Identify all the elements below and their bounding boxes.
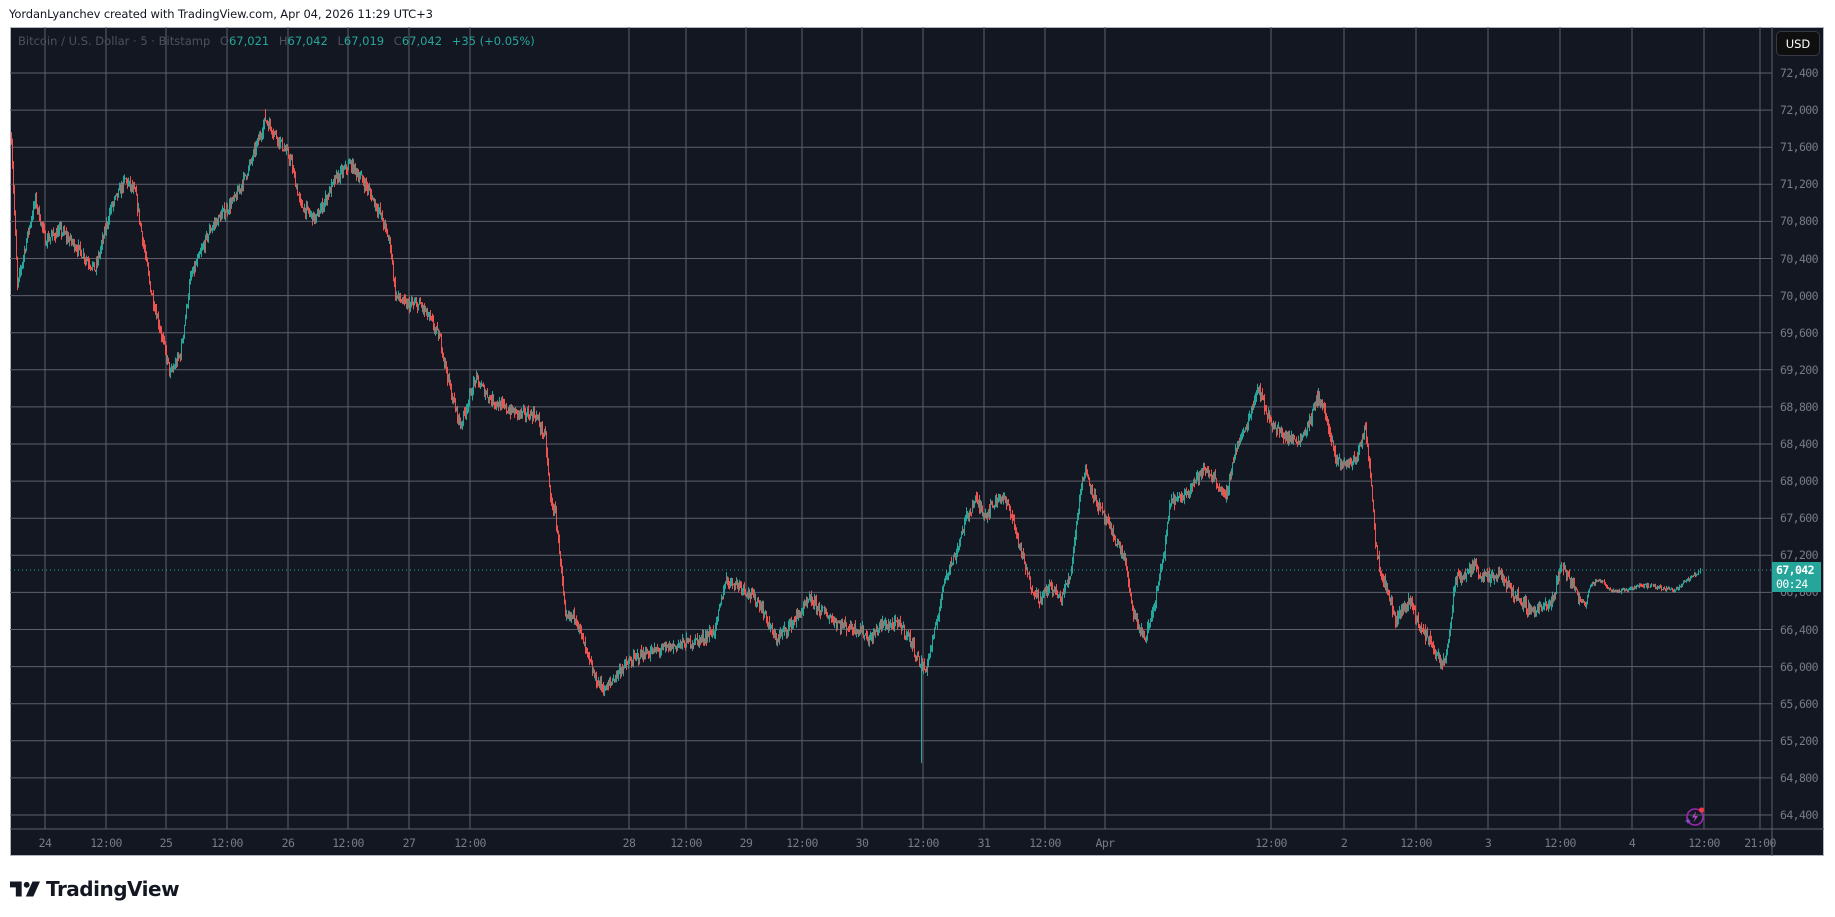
currency-button[interactable]: USD (1776, 31, 1820, 56)
chart-grid (10, 27, 1772, 829)
high-label: H (278, 34, 288, 48)
time-tick-label: 12:00 (211, 836, 243, 850)
price-tick-label: 66,000 (1780, 659, 1819, 674)
candles (11, 109, 1701, 764)
price-tick-label: 70,800 (1780, 214, 1819, 229)
price-tick-label: 69,200 (1780, 362, 1819, 377)
price-tick-label: 68,000 (1780, 474, 1819, 489)
time-tick-label: 12:00 (90, 836, 122, 850)
price-tick-label: 68,400 (1780, 437, 1819, 451)
change-value: +35 (+0.05%) (451, 34, 535, 48)
time-tick-label: 28 (622, 836, 636, 850)
last-price-label: 67,042 00:24 (1772, 562, 1821, 592)
time-tick-label: 21:00 (1744, 836, 1776, 850)
high-value: 67,042 (287, 34, 328, 48)
price-tick-label: 72,400 (1780, 66, 1819, 80)
time-tick-label: 4 (1628, 836, 1636, 850)
bar-countdown: 00:24 (1776, 577, 1808, 591)
price-tick-label: 70,000 (1780, 288, 1819, 303)
time-tick-label: 25 (159, 836, 173, 850)
price-tick-label: 67,600 (1780, 511, 1819, 526)
time-tick-label: 12:00 (1544, 836, 1576, 850)
time-tick-label: 12:00 (907, 836, 939, 850)
tradingview-logo[interactable]: TradingView (10, 877, 180, 901)
time-tick-label: 29 (739, 836, 753, 850)
time-tick-label: 31 (977, 836, 991, 850)
time-tick-label: 12:00 (670, 836, 702, 850)
tradingview-logo-icon (10, 881, 40, 897)
time-tick-label: 3 (1484, 836, 1492, 850)
symbol-legend[interactable]: Bitcoin / U.S. Dollar · 5 · Bitstamp O67… (18, 34, 535, 48)
time-tick-label: 24 (38, 836, 52, 850)
time-tick-label: 2 (1340, 836, 1348, 850)
price-tick-label: 71,200 (1780, 177, 1819, 192)
price-tick-label: 65,600 (1780, 696, 1819, 711)
time-tick-label: 12:00 (786, 836, 818, 850)
price-tick-label: 68,800 (1780, 399, 1819, 414)
price-tick-label: 64,400 (1780, 808, 1819, 822)
price-tick-label: 67,200 (1780, 548, 1819, 563)
price-tick-label: 65,200 (1780, 733, 1819, 748)
price-tick-label: 64,800 (1780, 770, 1819, 785)
price-tick-label: 72,000 (1780, 103, 1819, 118)
close-value: 67,042 (401, 34, 443, 48)
time-tick-label: 12:00 (1688, 836, 1720, 850)
open-label: O (219, 34, 229, 48)
time-tick-label: 30 (855, 836, 869, 850)
price-tick-label: 71,600 (1780, 140, 1819, 155)
symbol-name: Bitcoin / U.S. Dollar · 5 · Bitstamp (18, 34, 211, 48)
lightning-alert-icon[interactable] (1682, 804, 1706, 828)
price-tick-label: 69,600 (1780, 325, 1819, 340)
time-tick-label: 12:00 (332, 836, 364, 850)
chart-panel[interactable] (10, 27, 1824, 856)
time-tick-label: 12:00 (1400, 836, 1432, 850)
time-tick-label: 12:00 (1255, 836, 1287, 850)
close-label: C (393, 34, 402, 48)
logo-text: TradingView (46, 877, 180, 901)
time-tick-label: 12:00 (454, 836, 486, 850)
time-tick-label: 26 (281, 836, 295, 850)
open-value: 67,021 (228, 34, 270, 48)
time-tick-label: 27 (402, 836, 416, 850)
last-price-value: 67,042 (1776, 563, 1815, 577)
time-tick-label: 12:00 (1029, 836, 1061, 850)
time-tick-label: Apr (1095, 836, 1116, 850)
price-tick-label: 66,400 (1780, 622, 1819, 637)
price-tick-label: 70,400 (1780, 251, 1819, 266)
chart-credit: YordanLyanchev created with TradingView.… (9, 7, 433, 21)
low-label: L (337, 34, 344, 48)
low-value: 67,019 (343, 34, 385, 48)
